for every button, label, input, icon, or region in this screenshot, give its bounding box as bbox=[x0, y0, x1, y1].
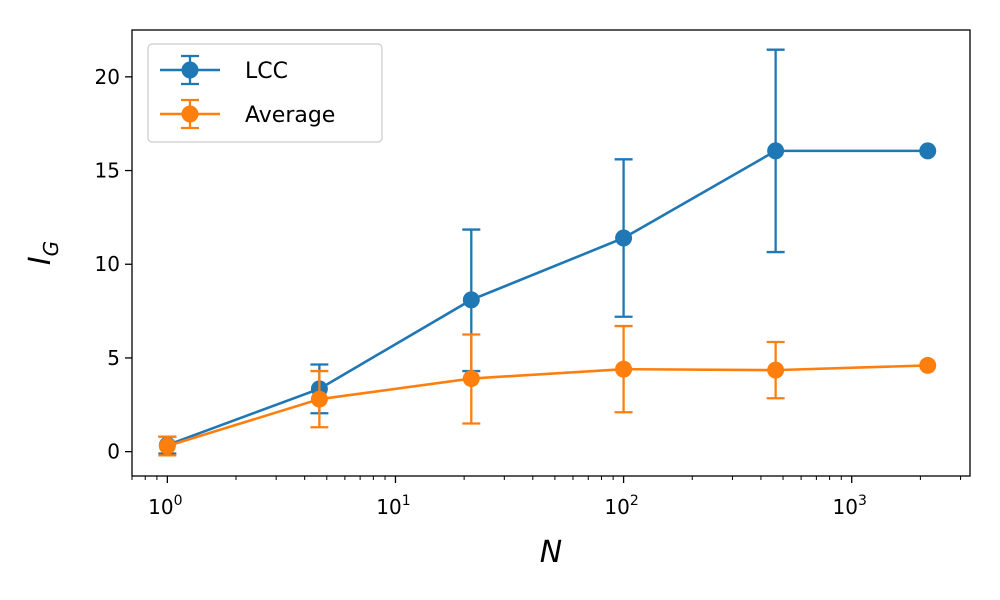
plot-area bbox=[158, 48, 937, 457]
data-point-lcc bbox=[767, 142, 785, 160]
legend-item-average: Average bbox=[160, 98, 335, 130]
data-point-average bbox=[919, 356, 937, 374]
data-point-lcc bbox=[615, 229, 633, 247]
y-tick-label: 10 bbox=[95, 252, 120, 276]
legend-label: Average bbox=[245, 103, 335, 128]
data-point-average bbox=[310, 390, 328, 408]
data-point-average bbox=[615, 360, 633, 378]
x-tick-label: 102 bbox=[604, 493, 638, 519]
x-tick-label: 101 bbox=[376, 493, 410, 519]
y-tick-label: 5 bbox=[107, 346, 120, 370]
y-tick-label: 20 bbox=[95, 65, 120, 89]
y-tick-label: 15 bbox=[95, 159, 120, 183]
data-point-lcc bbox=[919, 142, 937, 160]
y-axis-label-subscript: G bbox=[39, 241, 63, 257]
x-axis-label: N bbox=[540, 535, 562, 570]
legend: LCC Average bbox=[147, 43, 383, 143]
data-point-average bbox=[767, 361, 785, 379]
series-line-average bbox=[166, 364, 928, 448]
legend-label: LCC bbox=[245, 59, 288, 84]
data-point-average bbox=[158, 437, 176, 455]
y-axis-label-main: I bbox=[23, 256, 58, 265]
series-line-lcc bbox=[166, 149, 928, 447]
legend-marker bbox=[181, 105, 199, 123]
legend-item-lcc: LCC bbox=[160, 54, 288, 86]
y-axis-label: IG bbox=[23, 241, 63, 265]
plot-frame bbox=[131, 29, 971, 477]
x-tick-label: 100 bbox=[148, 493, 182, 519]
x-tick-label: 103 bbox=[833, 493, 867, 519]
y-tick-label: 0 bbox=[107, 440, 120, 464]
data-point-average bbox=[462, 370, 480, 388]
data-point-lcc bbox=[462, 291, 480, 309]
legend-box bbox=[147, 43, 383, 143]
axes: 0 5 10 15 20 100 101 102 103 bbox=[95, 65, 962, 519]
legend-marker bbox=[181, 61, 199, 79]
series-average bbox=[158, 324, 937, 457]
